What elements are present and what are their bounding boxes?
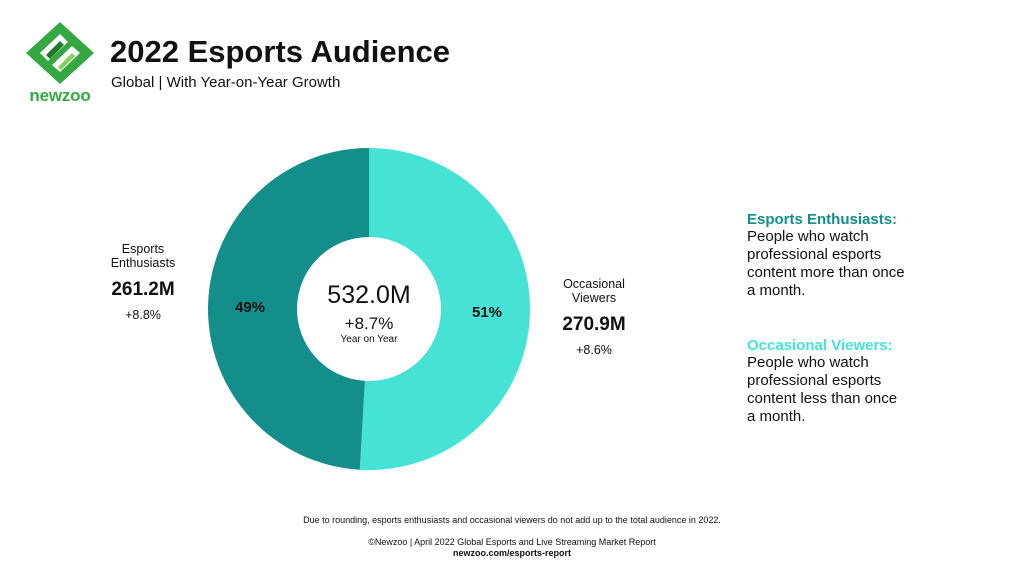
page-subtitle: Global | With Year-on-Year Growth [111,74,341,91]
logo-diamond [26,22,94,84]
total-audience-value: 532.0M [327,281,411,309]
occasional-summary: Occasional Viewers 270.9M +8.6% [534,277,654,357]
legend-enthusiasts-line4: a month. [747,282,806,299]
legend-occasional-line1: People who watch [747,354,869,371]
donut-slice-occasional-viewers [359,148,530,470]
occasional-value: 270.9M [562,314,626,335]
legend-occasional-line4: a month. [747,408,806,425]
enthusiasts-label-line1: Esports [121,242,165,256]
enthusiasts-label-line2: Enthusiasts [110,256,176,270]
report-link[interactable]: newzoo.com/esports-report [452,548,571,558]
enthusiasts-percent-label: 49% [235,299,266,316]
occasional-label-line1: Occasional [563,277,625,291]
logo-wordmark: newzoo [29,86,91,105]
donut-chart [207,148,530,470]
legend-enthusiasts-title: Esports Enthusiasts: [747,211,898,228]
newzoo-logo: newzoo [26,22,94,106]
legend-occasional: Occasional Viewers: People who watch pro… [747,337,997,426]
enthusiasts-growth: +8.8% [125,308,161,322]
legend-occasional-line3: content less than once [747,390,898,407]
occasional-percent-label: 51% [472,304,503,321]
enthusiasts-value: 261.2M [111,279,175,300]
logo-inner-light [58,53,75,70]
legend-occasional-title: Occasional Viewers: [747,337,893,354]
page-title: 2022 Esports Audience [110,34,450,69]
enthusiasts-summary: Esports Enthusiasts 261.2M +8.8% [83,242,203,322]
newzoo-logo-mark [26,22,94,84]
legend-occasional-line2: professional esports [747,372,882,389]
legend-enthusiasts-line2: professional esports [747,246,882,263]
source-citation: ©Newzoo | April 2022 Global Esports and … [368,537,656,547]
logo-inner-dark [46,41,64,59]
donut-slice-esports-enthusiasts [207,148,369,470]
rounding-footnote: Due to rounding, esports enthusiasts and… [303,515,721,525]
legend-enthusiasts-line1: People who watch [747,228,869,245]
legend-enthusiasts-line3: content more than once [747,264,905,281]
total-growth-caption: Year on Year [340,334,398,345]
occasional-growth: +8.6% [576,343,612,357]
total-growth: +8.7% [344,314,394,333]
occasional-label-line2: Viewers [571,291,617,305]
legend-enthusiasts: Esports Enthusiasts: People who watch pr… [747,211,997,300]
